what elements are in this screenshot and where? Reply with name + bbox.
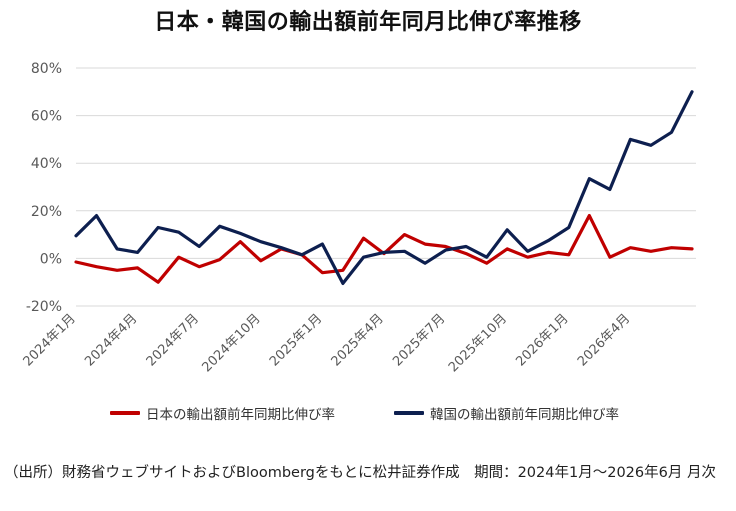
- x-tick-label: 2025年4月: [329, 311, 387, 369]
- legend-label-japan: 日本の輸出額前年同期比伸び率: [146, 407, 335, 423]
- x-tick-label: 2024年10月: [200, 311, 264, 375]
- x-tick-label: 2024年4月: [82, 311, 140, 369]
- legend-swatch-korea: [394, 411, 424, 415]
- y-tick-label: 80%: [31, 61, 62, 77]
- x-tick-label: 2026年1月: [513, 311, 571, 369]
- x-tick-label: 2026年4月: [575, 311, 633, 369]
- chart-legend: 日本の輸出額前年同期比伸び率 韓国の輸出額前年同期比伸び率: [0, 403, 736, 423]
- x-tick-label: 2024年7月: [144, 311, 202, 369]
- x-tick-label: 2025年10月: [446, 311, 510, 375]
- y-tick-label: -20%: [26, 299, 62, 315]
- legend-item-korea: 韓国の輸出額前年同期比伸び率: [394, 403, 619, 423]
- legend-label-korea: 韓国の輸出額前年同期比伸び率: [430, 407, 619, 423]
- x-tick-label: 2025年7月: [390, 311, 448, 369]
- x-tick-label: 2025年1月: [267, 311, 325, 369]
- source-note: （出所）財務省ウェブサイトおよびBloombergをもとに松井証券作成 期間：2…: [4, 465, 716, 481]
- y-tick-label: 20%: [31, 204, 62, 220]
- y-tick-label: 0%: [40, 251, 62, 267]
- y-tick-label: 60%: [31, 109, 62, 125]
- y-tick-label: 40%: [31, 156, 62, 172]
- legend-swatch-japan: [110, 411, 140, 415]
- legend-item-japan: 日本の輸出額前年同期比伸び率: [110, 403, 335, 423]
- series-line-korea: [74, 90, 694, 285]
- line-chart: -20%0%20%40%60%80%2024年1月 2024年4月 2024年7月2…: [21, 61, 696, 375]
- series-line-japan: [74, 214, 694, 284]
- x-tick-label: 2024年1月: [21, 311, 79, 369]
- chart-title: 日本・韓国の輸出額前年同月比伸び率推移: [154, 10, 582, 35]
